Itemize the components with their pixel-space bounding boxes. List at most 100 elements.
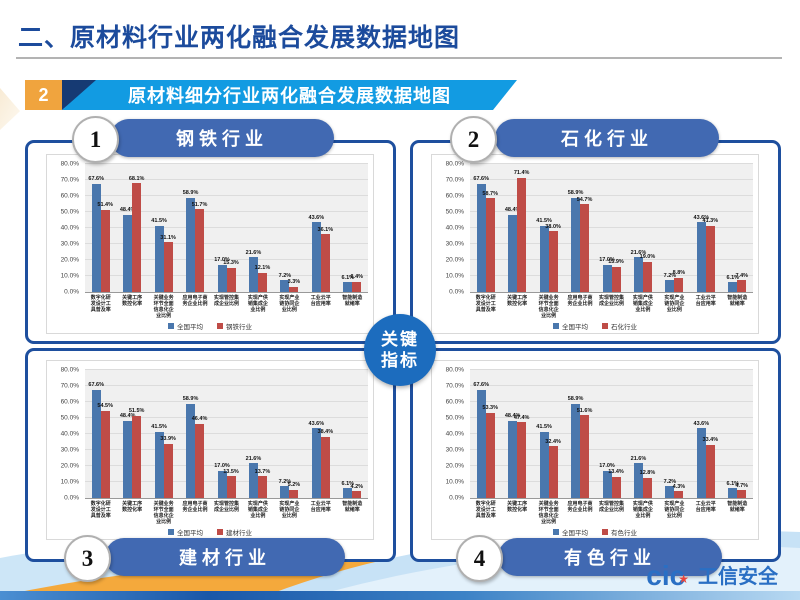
category-label-line: 实现产供 [632,501,653,507]
category-label-line: 数控化率 [122,507,143,513]
bar-value-label: 8.8% [672,270,686,277]
bar-全国平均 [186,403,196,498]
bar-value-label: 21.6% [245,249,262,256]
category-label: 关键工序 数控化率 [501,501,532,527]
y-axis: 80.0% 70.0% 60.0% 50.0% 40.0% 30.0% 20.0% 10.0%… [434,366,466,502]
bar-value-label: 54.5% [97,403,114,410]
category-label: 实现产供 销集成企 业比例 [627,295,658,321]
bar-全国平均 [343,488,353,498]
category-label-line: 工业云平 [310,501,331,507]
bar-有色行业 [580,415,590,498]
bar-全国平均 [311,222,321,292]
category-label: 智能制造 就绪率 [337,295,368,321]
bar-value-label: 4.7% [735,482,749,489]
section-badge: 2 [25,80,62,110]
bar-建材行业 [163,443,173,498]
y-tick-label: 40.0% [445,224,464,232]
bar-value-label: 12.1% [254,265,271,272]
bar-value-label: 4.2% [350,483,364,490]
y-tick-label: 50.0% [445,208,464,216]
bar-钢铁行业 [132,183,142,292]
category-label: 实现产业 链协同企 业比例 [659,501,690,527]
bar-全国平均 [217,264,227,292]
bar-value-label: 4.3% [672,483,686,490]
category-label-line: 就绪率 [729,507,745,513]
legend-swatch [553,529,559,535]
legend-item: 有色行业 [602,527,637,537]
category-label: 实现管控集 成企业比例 [596,501,627,527]
number-circle-2: 2 [450,116,497,163]
category-label: 实现产业 链协同企 业比例 [274,501,305,527]
category-label-line: 信息化企 [153,513,174,519]
category-label: 工业云平 台应用率 [690,295,721,321]
y-tick-label: 70.0% [445,176,464,184]
category-label-line: 业比例 [666,307,682,313]
bar-value-label: 47.4% [513,414,530,421]
number-circle-3: 3 [64,535,111,582]
logo-star-icon: ★ [678,572,689,586]
bar-value-label: 7.2% [663,272,677,279]
category-label-line: 具普及率 [475,307,496,313]
bar-全国平均 [154,225,164,292]
gridline [85,369,368,370]
y-tick-label: 0.0% [64,288,79,296]
category-label: 实现管控集 成企业比例 [211,501,242,527]
bar-全国平均 [186,197,196,292]
legend: 全国平均 石化行业 [432,321,758,331]
bar-全国平均 [728,282,738,292]
y-tick-label: 30.0% [60,446,79,454]
bar-value-label: 58.7% [482,190,499,197]
bar-建材行业 [289,489,299,498]
gridline [85,243,368,244]
category-label-line: 智能制造 [727,501,748,507]
bar-石化行业 [548,231,558,292]
bar-value-label: 43.6% [693,420,710,427]
category-label-line: 数字化研 [90,295,111,301]
bar-value-label: 51.6% [576,407,593,414]
category-label-line: 具普及率 [475,513,496,519]
category-label-line: 信息化企 [538,513,559,519]
gridline [470,163,753,164]
y-tick-label: 80.0% [445,366,464,374]
gridline [85,179,368,180]
bar-value-label: 13.5% [223,468,239,475]
category-label-line: 发设计工 [90,507,111,513]
category-label-line: 具普及率 [90,513,111,519]
category-label-line: 销集成企 [632,507,653,513]
y-tick-label: 0.0% [449,494,464,502]
category-label-line: 实现管控集 [598,295,624,301]
legend: 全国平均 钢铁行业 [47,321,373,331]
bar-全国平均 [91,183,101,292]
y-tick-label: 0.0% [449,288,464,296]
panel-building-materials: 80.0% 70.0% 60.0% 50.0% 40.0% 30.0% 20.0% 10.0%… [25,348,396,562]
category-label-line: 数字化研 [475,295,496,301]
bar-value-label: 67.6% [473,176,490,183]
gridline [470,211,753,212]
bar-value-label: 58.9% [567,396,584,403]
bar-value-label: 6.1% [726,274,740,281]
bar-石化行业 [737,280,747,292]
category-label: 实现产业 链协同企 业比例 [659,295,690,321]
category-label-line: 关键业务 [538,295,559,301]
bar-value-label: 71.4% [513,170,530,177]
category-label-line: 环节全面 [153,301,174,307]
category-label-line: 务企业比例 [182,507,208,513]
bar-石化行业 [611,266,621,292]
chart-building-materials: 80.0% 70.0% 60.0% 50.0% 40.0% 30.0% 20.0% 10.0%… [46,360,374,540]
category-label-line: 实现管控集 [598,501,624,507]
x-axis-labels: 数字化研 发设计工 具普及率 关键工序 数控化率 关键业务 环节全面 信息化企 业比例 应用电子商… [85,501,368,527]
bar-全国平均 [280,486,290,498]
x-axis-labels: 数字化研 发设计工 具普及率 关键工序 数控化率 关键业务 环节全面 信息化企 业比例 应用电子商… [470,295,753,321]
y-tick-label: 80.0% [445,160,464,168]
legend-item: 全国平均 [553,321,588,331]
category-label-line: 发设计工 [475,507,496,513]
category-label-line: 台应用率 [310,301,331,307]
category-label-line: 实现管控集 [213,501,239,507]
category-label-line: 数控化率 [122,301,143,307]
bar-全国平均 [539,431,549,498]
y-tick-label: 70.0% [60,176,79,184]
category-label-line: 关键工序 [122,295,143,301]
pill-steel-label: 钢铁行业 [176,129,268,149]
category-label: 实现产供 销集成企 业比例 [242,501,273,527]
plot-area: 67.6% 48.4% 41.5% 58.9% 17.0% 21.6% 7.2% 43.6% 6… [85,163,368,293]
